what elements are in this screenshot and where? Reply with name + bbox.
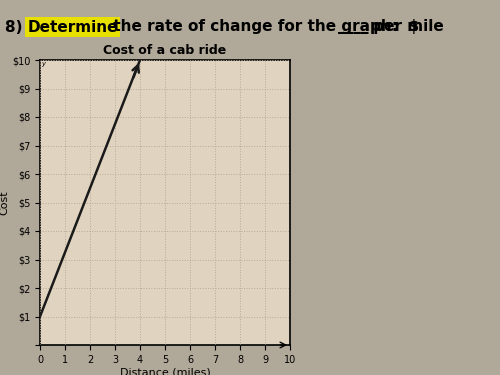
Text: Determine: Determine [28, 20, 118, 34]
Text: ____: ____ [338, 20, 368, 34]
Text: per mile: per mile [368, 20, 444, 34]
Y-axis label: Cost: Cost [0, 190, 9, 215]
Text: $^y$: $^y$ [42, 62, 48, 71]
X-axis label: Distance (miles): Distance (miles) [120, 368, 210, 375]
Text: the rate of change for the graph:  $: the rate of change for the graph: $ [108, 20, 418, 34]
Text: 8): 8) [5, 20, 28, 34]
Title: Cost of a cab ride: Cost of a cab ride [104, 45, 226, 57]
